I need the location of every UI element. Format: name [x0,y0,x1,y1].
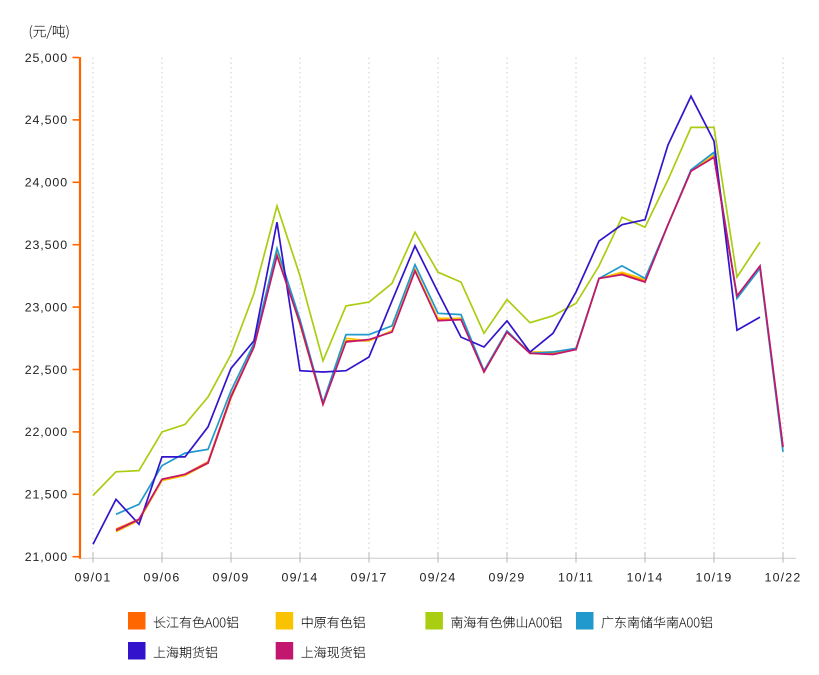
svg-text:21,000: 21,000 [25,550,68,564]
svg-text:10/22: 10/22 [764,571,801,585]
svg-text:25,000: 25,000 [25,51,68,65]
svg-text:22,000: 22,000 [25,425,68,439]
svg-text:10/14: 10/14 [626,571,663,585]
svg-text:24,000: 24,000 [25,176,68,190]
svg-text:23,500: 23,500 [25,238,68,252]
svg-text:24,500: 24,500 [25,113,68,127]
svg-text:09/14: 09/14 [281,571,318,585]
svg-text:09/17: 09/17 [350,571,387,585]
svg-text:09/24: 09/24 [419,571,456,585]
svg-text:21,500: 21,500 [25,488,68,502]
svg-text:10/19: 10/19 [695,571,732,585]
svg-text:09/29: 09/29 [488,571,525,585]
svg-text:22,500: 22,500 [25,363,68,377]
svg-text:23,000: 23,000 [25,300,68,314]
svg-text:09/09: 09/09 [212,571,249,585]
svg-text:10/11: 10/11 [558,571,594,585]
svg-text:09/06: 09/06 [143,571,180,585]
svg-text:09/01: 09/01 [74,571,111,585]
